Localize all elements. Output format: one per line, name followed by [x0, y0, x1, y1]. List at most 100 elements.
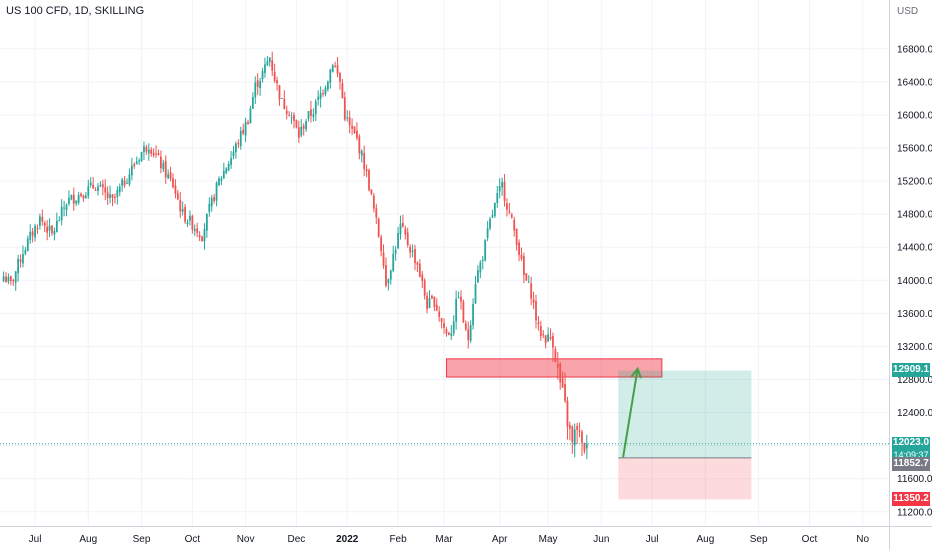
candle-body: [201, 236, 203, 241]
candle-body: [133, 164, 136, 166]
candle-body: [65, 204, 68, 211]
candle-body: [184, 206, 186, 222]
candle-body: [26, 238, 29, 251]
candle-body: [19, 259, 22, 262]
candle-body: [423, 280, 426, 296]
candle-body: [525, 273, 528, 281]
candle-body: [535, 301, 537, 321]
candle-body: [68, 197, 70, 204]
candle-body: [438, 311, 441, 318]
entry-price-value: 11852.7: [893, 457, 929, 469]
candle-body: [213, 197, 216, 201]
candle-body: [523, 256, 525, 276]
candle-body: [561, 378, 564, 388]
candle-body: [186, 222, 189, 224]
candle-body: [51, 225, 53, 234]
candle-body: [232, 151, 235, 157]
candle-body: [53, 231, 56, 235]
target-price-value: 12909.1: [892, 364, 930, 376]
candle-body: [205, 213, 208, 231]
x-tick-label: Apr: [492, 534, 508, 545]
candle-body: [583, 442, 586, 452]
candle-body: [481, 260, 484, 262]
candle-body: [334, 66, 337, 68]
candle-body: [266, 61, 269, 66]
candle-body: [128, 174, 131, 185]
candle-body: [411, 250, 414, 252]
candle-body: [515, 228, 518, 245]
candle-body: [477, 270, 479, 283]
candle-body: [406, 232, 409, 246]
candle-body: [474, 284, 477, 304]
resistance-zone[interactable]: [445, 358, 663, 378]
candle-body: [293, 114, 295, 121]
candle-body: [123, 180, 126, 186]
candle-body: [297, 127, 300, 138]
candle-body: [566, 400, 569, 427]
candle-body: [126, 182, 128, 184]
candle-body: [239, 131, 242, 147]
candle-body: [542, 334, 545, 336]
candle-body: [346, 117, 349, 119]
candle-body: [101, 184, 104, 188]
candle-body: [353, 126, 356, 134]
candle-body: [440, 318, 443, 322]
candle-body: [48, 225, 51, 231]
y-tick-label: 14000.0: [897, 276, 932, 287]
candle-body: [9, 276, 12, 281]
candle-body: [46, 226, 49, 233]
y-tick-label: 11200.0: [897, 507, 932, 518]
candle-body: [426, 295, 428, 310]
candle-body: [261, 71, 264, 80]
candle-body: [237, 143, 240, 145]
y-tick-label: 14400.0: [897, 243, 932, 254]
candle-body: [116, 189, 119, 197]
position-profit-zone[interactable]: [618, 370, 752, 458]
x-tick-label: Mar: [435, 534, 453, 545]
candle-body: [55, 220, 58, 233]
current-price-value: 12023.0: [892, 436, 930, 448]
target-arrow-line[interactable]: [622, 368, 639, 458]
candle-body: [215, 182, 218, 201]
candle-body: [339, 73, 341, 82]
candle-body: [559, 363, 562, 383]
x-tick-label: Jul: [646, 534, 659, 545]
candle-body: [464, 323, 467, 330]
candle-body: [585, 443, 588, 449]
candle-body: [75, 200, 78, 204]
candle-body: [164, 160, 167, 178]
candle-body: [377, 218, 380, 237]
candle-body: [498, 186, 501, 192]
x-tick-label: Sep: [750, 534, 768, 545]
candle-body: [94, 189, 97, 191]
x-tick-label: Jul: [29, 534, 42, 545]
candle-body: [106, 192, 109, 199]
candle-body: [155, 153, 157, 155]
candle-body: [552, 336, 554, 348]
candle-body: [300, 126, 303, 136]
candle-body: [399, 223, 402, 235]
candle-body: [527, 281, 530, 283]
candle-body: [244, 121, 247, 136]
candle-body: [402, 222, 404, 227]
candle-body: [259, 81, 262, 89]
position-loss-zone[interactable]: [618, 457, 752, 500]
candle-body: [220, 178, 223, 181]
candle-body: [409, 246, 412, 253]
candle-body: [169, 172, 172, 179]
candle-body: [172, 178, 174, 188]
x-tick-label: Oct: [802, 534, 818, 545]
candle-body: [210, 197, 213, 207]
candle-body: [34, 225, 36, 238]
candle-body: [568, 425, 571, 429]
candle-body: [445, 329, 448, 334]
x-tick-label: Jun: [593, 534, 609, 545]
candle-body: [581, 431, 583, 443]
candle-body: [109, 194, 111, 198]
candle-body: [571, 426, 574, 443]
chart-title: US 100 CFD, 1D, SKILLING: [6, 5, 145, 17]
candle-body: [39, 216, 41, 226]
candle-body: [114, 196, 116, 198]
